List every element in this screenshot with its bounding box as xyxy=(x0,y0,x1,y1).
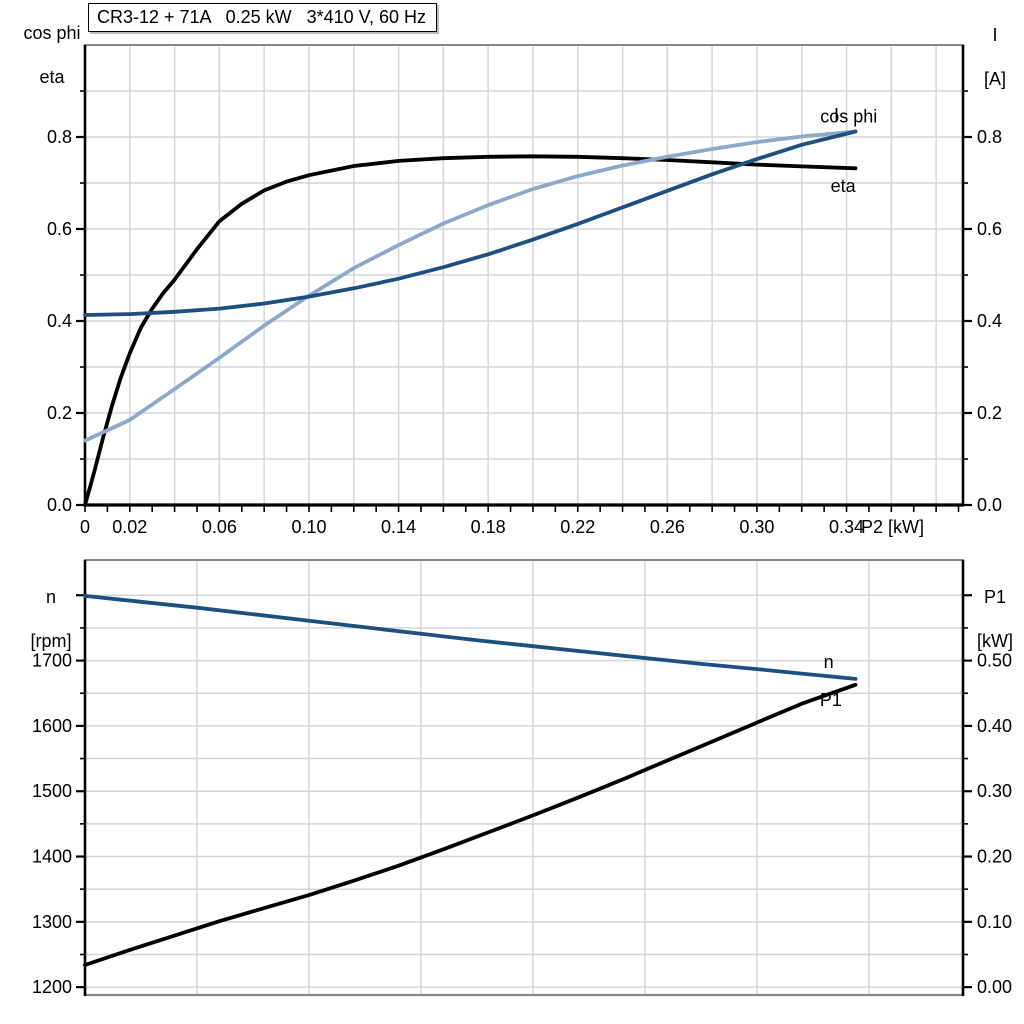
p1-axis-label: P1 xyxy=(983,587,1007,607)
right-axis-tick-label: 0.50 xyxy=(977,651,1012,671)
ampere-unit-label: [A] xyxy=(984,69,1007,89)
x-axis-tick-label: 0.22 xyxy=(560,517,595,537)
right-axis-tick-label: 0.40 xyxy=(977,716,1012,736)
left-axis-tick-label: 1400 xyxy=(32,847,72,867)
left-axis-tick-label: 0.0 xyxy=(47,495,72,515)
curve-label-eta: eta xyxy=(831,176,857,196)
x-axis-tick-label: 0.06 xyxy=(202,517,237,537)
left-axis-tick-label: 1500 xyxy=(32,781,72,801)
x-axis-tick-label: 0 xyxy=(80,517,90,537)
eta-axis-label: eta xyxy=(39,67,65,87)
x-axis-tick-label: 0.10 xyxy=(291,517,326,537)
curve-p1-power xyxy=(83,682,858,967)
left-axis-tick-label: 0.4 xyxy=(47,311,72,331)
x-axis-tick-label: 0.34 xyxy=(829,517,864,537)
left-axis-tick-label: 0.6 xyxy=(47,219,72,239)
x-axis-tick-label: 0.14 xyxy=(381,517,416,537)
right-axis-tick-label: 0.00 xyxy=(977,977,1012,997)
bottom-right-axis-label: P1 [kW] xyxy=(950,564,1020,674)
right-axis-tick-label: 0.6 xyxy=(977,219,1002,239)
p2-axis-title: P2 [kW] xyxy=(861,517,925,537)
right-axis-tick-label: 0.10 xyxy=(977,912,1012,932)
curve-label-current: I xyxy=(834,105,839,125)
left-axis-tick-label: 1200 xyxy=(32,977,72,997)
right-axis-tick-label: 0.0 xyxy=(977,495,1002,515)
left-axis-tick-label: 1300 xyxy=(32,912,72,932)
right-axis-tick-label: 0.8 xyxy=(977,127,1002,147)
right-axis-tick-label: 0.30 xyxy=(977,781,1012,801)
curve-label-p1-power: P1 xyxy=(820,690,842,710)
top-left-axis-label: cos phi eta xyxy=(0,0,84,110)
right-axis-tick-label: 0.20 xyxy=(977,847,1012,867)
left-axis-tick-label: 0.2 xyxy=(47,403,72,423)
bottom-left-axis-label: n [rpm] xyxy=(2,564,80,674)
curve-speed xyxy=(83,594,858,681)
left-axis-tick-label: 1700 xyxy=(32,651,72,671)
x-axis-tick-label: 0.30 xyxy=(739,517,774,537)
x-axis-tick-label: 0.18 xyxy=(471,517,506,537)
curve-eta xyxy=(83,154,858,507)
left-axis-tick-label: 1600 xyxy=(32,716,72,736)
top-right-axis-label: I [A] xyxy=(952,2,1018,112)
cos-phi-axis-label: cos phi xyxy=(23,23,81,43)
current-axis-label: I xyxy=(992,25,998,45)
rpm-unit-label: [rpm] xyxy=(30,631,72,651)
curve-label-speed: n xyxy=(824,652,834,672)
x-axis-tick-label: 0.26 xyxy=(650,517,685,537)
curve-label-cos-phi: cos phi xyxy=(820,106,877,126)
right-axis-tick-label: 0.4 xyxy=(977,311,1002,331)
x-axis-tick-label: 0.02 xyxy=(112,517,147,537)
right-axis-tick-label: 0.2 xyxy=(977,403,1002,423)
kw-unit-label: [kW] xyxy=(977,631,1013,651)
curve-cos-phi xyxy=(83,129,858,443)
left-axis-tick-label: 0.8 xyxy=(47,127,72,147)
pump-title-box: CR3-12 + 71A 0.25 kW 3*410 V, 60 Hz xyxy=(88,3,438,32)
curve-current xyxy=(83,129,858,317)
speed-axis-label: n xyxy=(46,587,57,607)
